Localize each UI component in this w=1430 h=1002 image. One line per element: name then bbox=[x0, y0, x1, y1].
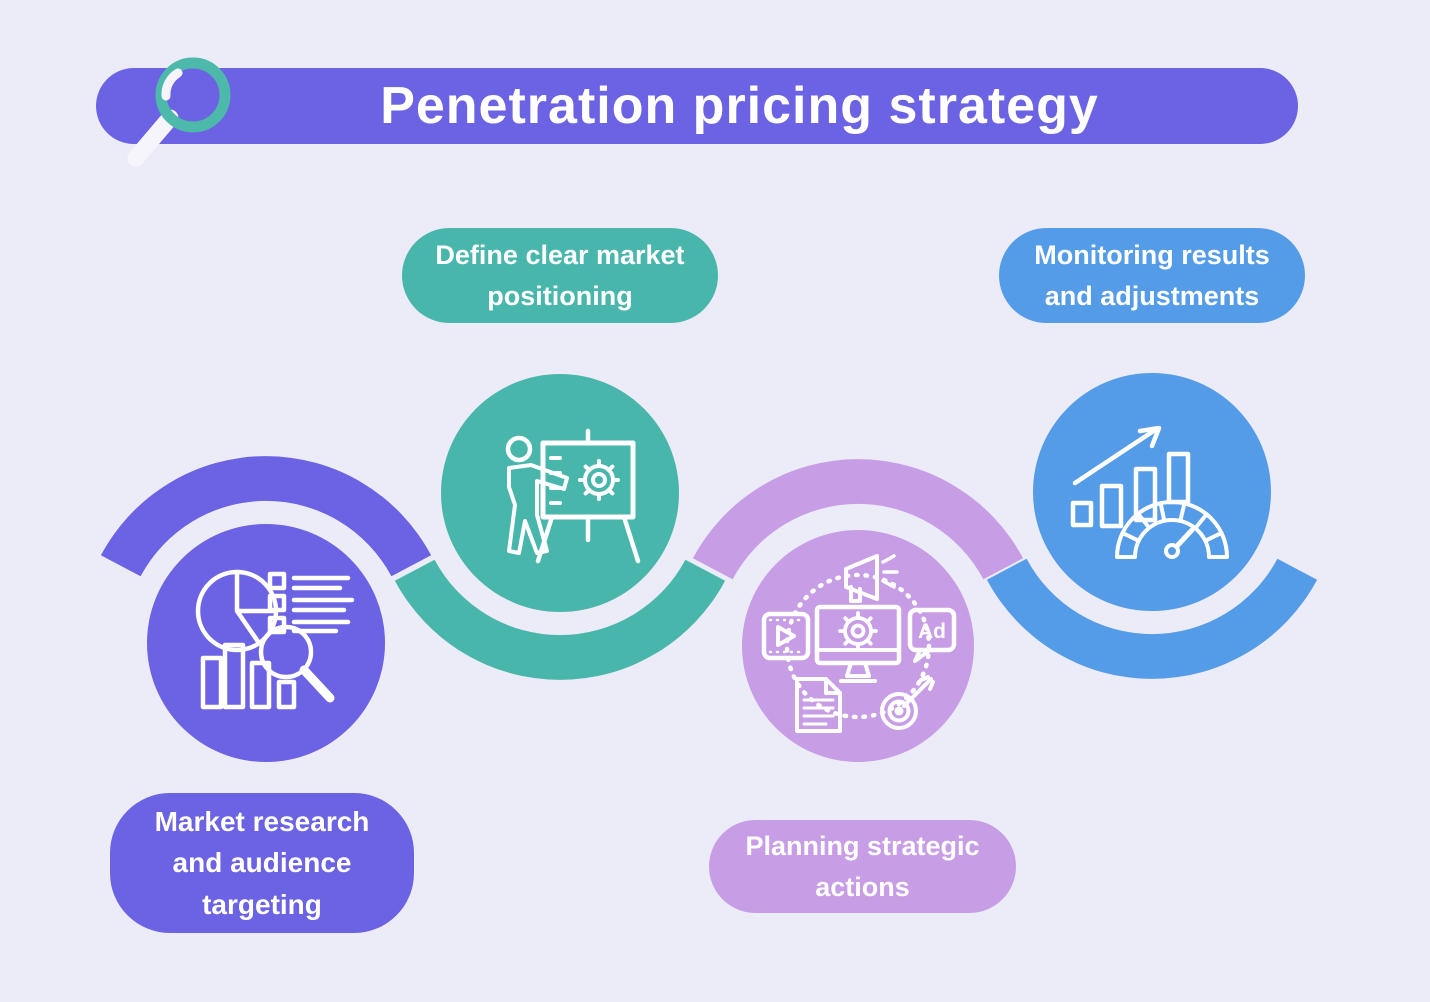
megaphone-icon bbox=[844, 554, 899, 603]
step-circle-positioning bbox=[441, 374, 679, 612]
magnifier-ring bbox=[155, 57, 231, 133]
arc-step3 bbox=[692, 459, 1024, 580]
arc-step2 bbox=[394, 559, 726, 680]
video-player-icon bbox=[761, 611, 811, 661]
arc-step4 bbox=[986, 558, 1318, 679]
bar-chart-icon bbox=[200, 642, 297, 710]
step-label: Monitoring results and adjustments bbox=[1034, 240, 1270, 311]
document-icon bbox=[795, 677, 842, 733]
monitor-icon bbox=[814, 604, 902, 683]
speedometer-icon bbox=[1115, 500, 1229, 559]
person-head bbox=[505, 435, 533, 463]
checklist-icon bbox=[267, 571, 355, 635]
market-research-icon bbox=[195, 569, 355, 710]
digital-marketing-icon: Ad bbox=[761, 554, 957, 733]
gauge-growth-icon bbox=[1070, 425, 1229, 559]
target-dart-icon bbox=[880, 675, 935, 730]
dotted-orbit bbox=[784, 572, 932, 720]
growth-arrow-icon bbox=[1072, 425, 1162, 486]
step-label: Market research and audience targeting bbox=[154, 805, 370, 920]
label-pill-market-research: Market research and audience targeting bbox=[110, 793, 414, 933]
ad-badge-text: Ad bbox=[918, 620, 946, 643]
presentation-icon bbox=[505, 428, 641, 564]
step-circle-monitoring bbox=[1033, 373, 1271, 611]
magnifier-handle bbox=[127, 109, 179, 167]
monitor-gear-icon bbox=[838, 611, 878, 651]
magnifier-small-icon bbox=[258, 624, 335, 703]
page-title: Penetration pricing strategy bbox=[380, 77, 1099, 135]
step-circle-market-research bbox=[147, 524, 385, 762]
magnifier-highlight bbox=[161, 68, 183, 101]
connector-arcs bbox=[100, 456, 1318, 680]
magnifier-logo-icon bbox=[127, 57, 231, 167]
ad-bubble-icon: Ad bbox=[907, 607, 957, 663]
gear-icon bbox=[578, 459, 620, 501]
label-pill-strategic-planning: Planning strategic actions bbox=[709, 820, 1016, 913]
title-banner: Penetration pricing strategy bbox=[96, 68, 1298, 144]
label-pill-monitoring: Monitoring results and adjustments bbox=[999, 228, 1305, 323]
step-label: Define clear market positioning bbox=[435, 240, 685, 311]
arc-step1 bbox=[100, 456, 432, 577]
label-pill-market-positioning: Define clear market positioning bbox=[402, 228, 718, 323]
easel-board bbox=[535, 428, 641, 564]
step-label: Planning strategic actions bbox=[745, 831, 980, 902]
